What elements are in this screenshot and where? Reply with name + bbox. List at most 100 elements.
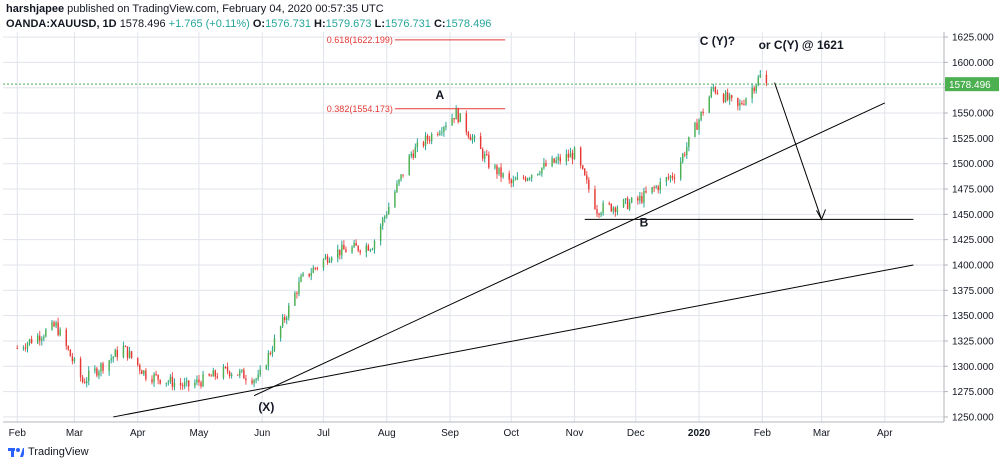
candle-body <box>281 317 284 327</box>
candle-body <box>169 376 172 382</box>
candle-body <box>188 380 190 387</box>
candle-body <box>222 367 225 378</box>
candle-body <box>714 87 717 93</box>
candle-body <box>473 136 476 138</box>
last-price: 1578.496 <box>119 18 166 30</box>
candle-body <box>573 147 576 160</box>
candle-body <box>639 195 641 201</box>
close-value: 1578.496 <box>445 18 492 30</box>
candle-body <box>751 87 753 99</box>
y-tick-label: 1600.000 <box>952 58 994 69</box>
candle-body <box>381 218 384 227</box>
y-tick-label: 1400.000 <box>952 260 994 271</box>
wave-label: or C(Y) @ 1621 <box>759 38 844 52</box>
candle-body <box>128 351 131 358</box>
candle-body <box>724 92 727 102</box>
candle-body <box>669 175 672 179</box>
x-tick-label: May <box>190 428 209 439</box>
candle-body <box>122 346 125 358</box>
candle-body <box>355 242 357 246</box>
candle-body <box>353 242 355 248</box>
candles <box>16 70 768 392</box>
candle-body <box>439 132 441 135</box>
candle-body <box>526 178 529 181</box>
candle-body <box>453 117 455 120</box>
candle-body <box>41 338 43 341</box>
candle-body <box>328 260 331 263</box>
candle-body <box>722 94 725 102</box>
candle-body <box>759 74 762 78</box>
chart-header: harshjapee published on TradingView.com,… <box>6 2 491 32</box>
candle-body <box>341 244 343 256</box>
candle-body <box>214 370 217 377</box>
candle-body <box>143 370 145 375</box>
candle-body <box>426 135 429 140</box>
y-tick-label: 1425.000 <box>952 235 994 246</box>
candle-body <box>351 247 353 253</box>
candle-body <box>616 207 619 212</box>
candle-body <box>286 317 288 320</box>
candle-body <box>539 173 541 175</box>
projection-arrowhead <box>816 209 826 221</box>
candle-body <box>581 165 584 169</box>
candle-body <box>314 267 317 269</box>
candle-body <box>498 167 500 175</box>
candle-body <box>255 378 257 381</box>
x-tick-label: Mar <box>813 428 831 439</box>
candle-body <box>241 369 243 372</box>
candle-body <box>322 259 325 268</box>
candle-body <box>641 195 643 203</box>
candle-body <box>159 379 161 384</box>
candle-body <box>271 350 274 354</box>
candle-body <box>698 119 700 130</box>
candle-body <box>665 177 668 182</box>
author-name[interactable]: harshjapee <box>6 3 65 15</box>
wave-label: C (Y)? <box>700 34 735 48</box>
candle-body <box>657 186 659 191</box>
candle-body <box>598 213 600 215</box>
candle-body <box>500 167 502 177</box>
candle-body <box>126 346 129 358</box>
candle-body <box>357 245 359 251</box>
candle-body <box>559 157 561 162</box>
candle-body <box>686 146 688 156</box>
trendline-upper <box>253 102 886 397</box>
candle-body <box>88 370 90 381</box>
candle-body <box>24 347 27 349</box>
candle-body <box>455 108 457 120</box>
candle-body <box>584 168 586 176</box>
candle-body <box>310 272 312 277</box>
y-tick-label: 1350.000 <box>952 311 994 322</box>
candle-body <box>553 158 555 163</box>
candle-body <box>545 162 547 167</box>
candle-body <box>416 142 419 148</box>
candle-body <box>430 134 433 141</box>
candle-body <box>688 136 690 147</box>
candle-body <box>696 122 698 130</box>
plot-area <box>3 32 944 422</box>
candle-body <box>39 335 41 341</box>
candle-body <box>653 187 655 189</box>
candle-body <box>730 95 733 98</box>
fib-level-label: 0.382(1554.173) <box>327 104 393 114</box>
candle-body <box>537 173 539 176</box>
candle-body <box>265 365 268 370</box>
candle-body <box>45 329 47 337</box>
candle-body <box>516 177 519 180</box>
candle-body <box>410 153 412 156</box>
candle-body <box>302 273 304 276</box>
candle-body <box>441 131 443 133</box>
candle-body <box>194 382 196 387</box>
candle-body <box>69 349 72 357</box>
candle-body <box>167 381 170 383</box>
candle-body <box>51 322 53 330</box>
candle-body <box>145 370 147 380</box>
tradingview-logo-icon <box>8 448 24 457</box>
candle-body <box>339 249 341 256</box>
candle-body <box>108 360 110 371</box>
candle-body <box>682 154 684 162</box>
candle-body <box>522 177 525 179</box>
candle-body <box>367 245 370 251</box>
low-label: L: <box>374 18 385 30</box>
